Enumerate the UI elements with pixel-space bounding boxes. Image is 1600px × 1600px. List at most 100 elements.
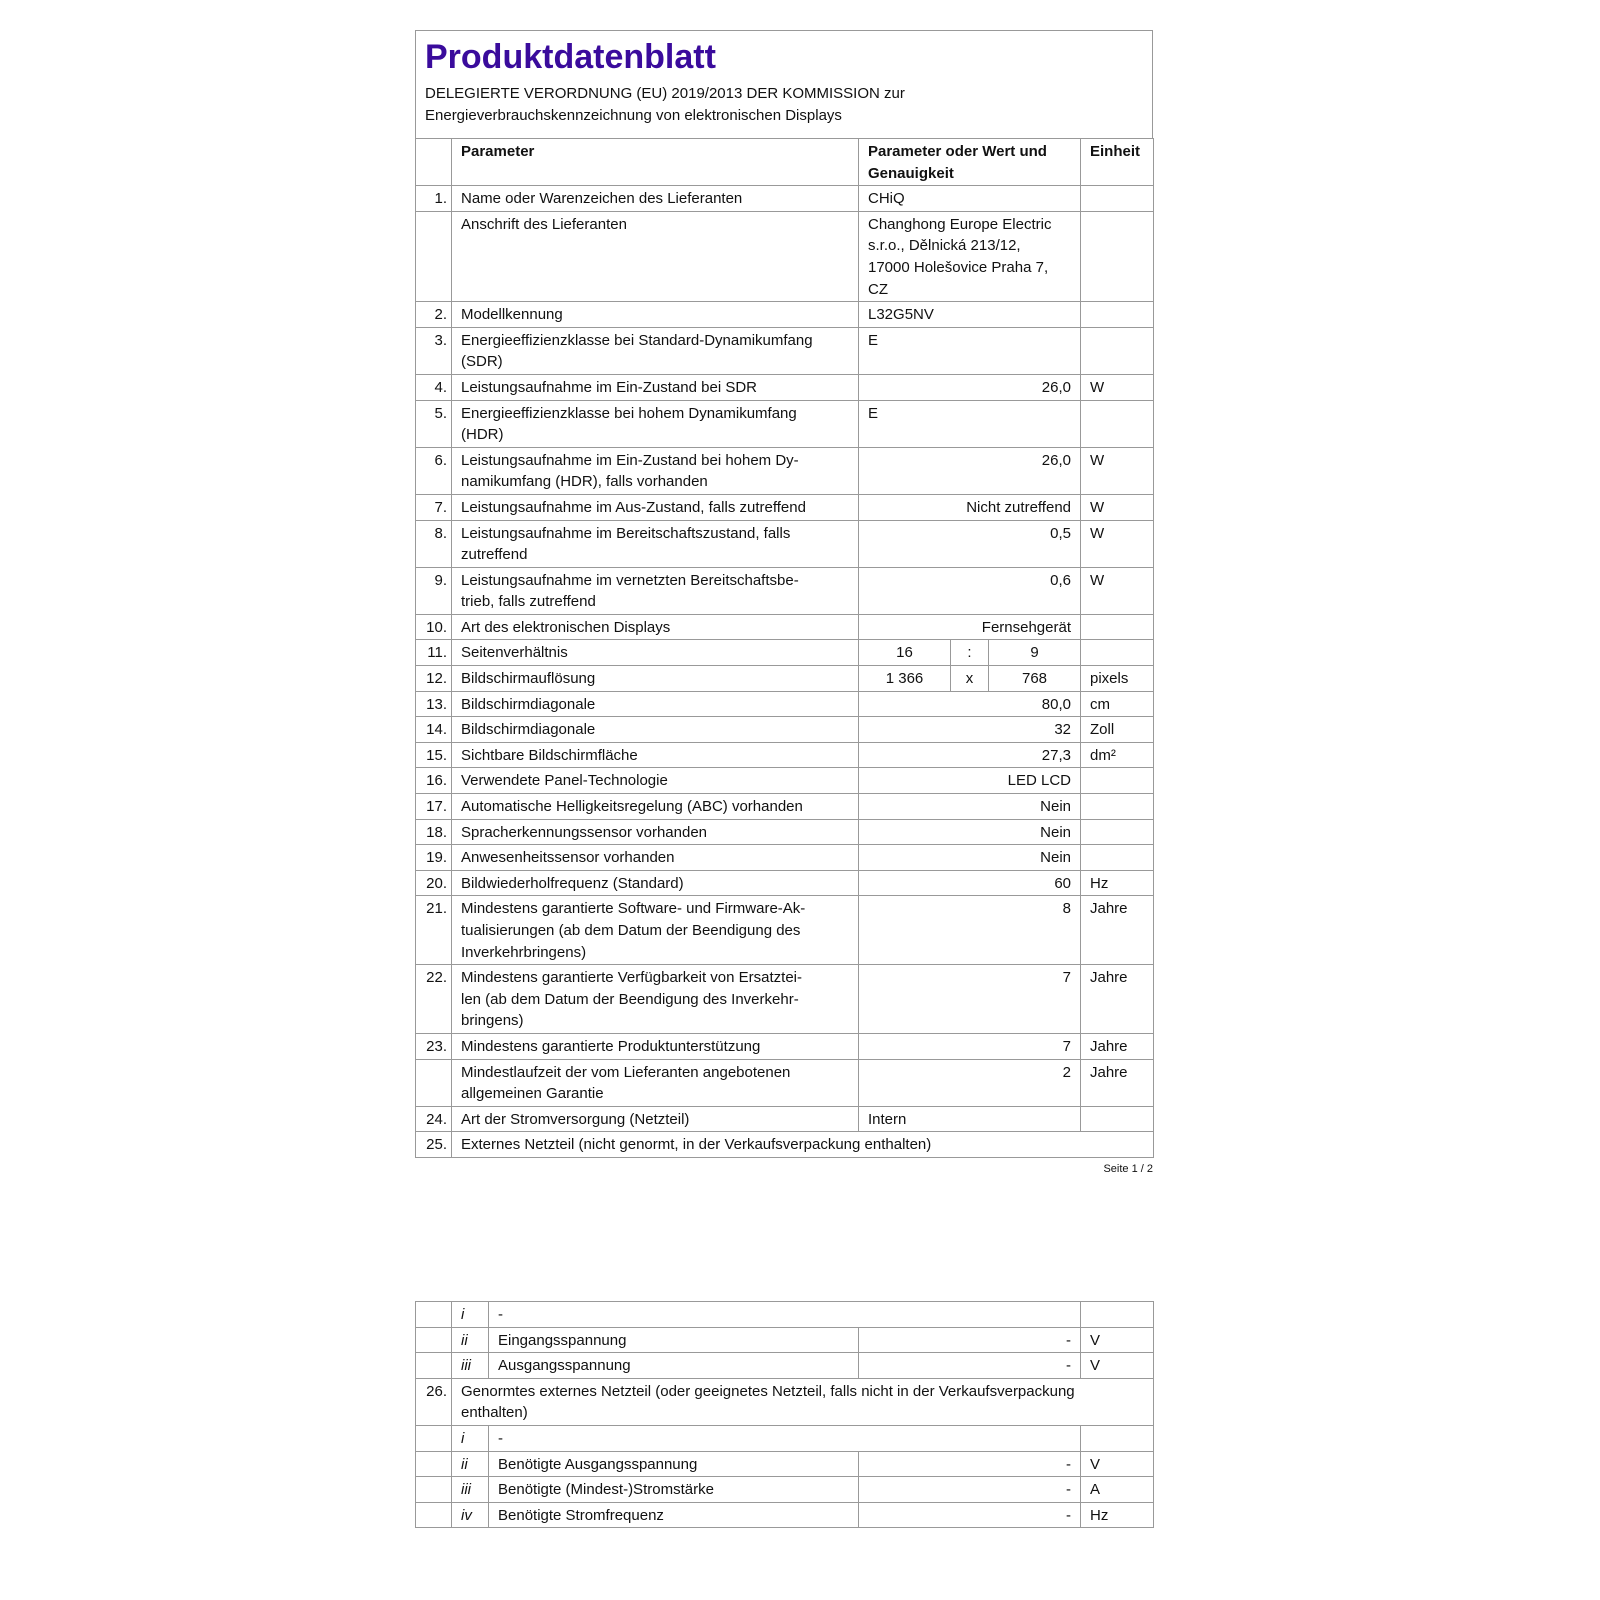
unit-cell: W xyxy=(1080,493,1154,521)
parameter-cell: Bildschirmauflösung xyxy=(451,665,859,692)
unit-cell: W xyxy=(1080,446,1154,495)
sub-item-number: iii xyxy=(451,1476,489,1503)
page-1: Produktdatenblatt DELEGIERTE VERORDNUNG … xyxy=(415,30,1154,1158)
parameter-cell: Bildwiederholfrequenz (Standard) xyxy=(451,869,859,897)
row-number: 2. xyxy=(415,301,452,328)
table-row: 17. Automatische Helligkeitsregelung (ABC… xyxy=(415,793,1154,820)
value-cell: 60 xyxy=(858,869,1081,897)
unit-cell xyxy=(1080,210,1154,303)
parameter-cell: Externes Netzteil (nicht genormt, in der… xyxy=(451,1131,1154,1158)
unit-cell: Jahre xyxy=(1080,1058,1154,1107)
unit-cell: Hz xyxy=(1080,1501,1154,1529)
table-row: 25. Externes Netzteil (nicht genormt, in … xyxy=(415,1131,1154,1158)
table-row: i- xyxy=(415,1424,1154,1452)
unit-cell: Hz xyxy=(1080,869,1154,897)
row-number: 22. xyxy=(415,964,452,1034)
parameter-cell: Benötigte (Mindest-)Stromstärke xyxy=(488,1476,859,1503)
header-unit: Einheit xyxy=(1080,137,1154,187)
document-title: Produktdatenblatt xyxy=(425,38,716,76)
table-row: 12. Bildschirmauflösung 1 366 x 768 pixels xyxy=(415,665,1154,692)
document-header: Produktdatenblatt DELEGIERTE VERORDNUNG … xyxy=(415,30,1153,138)
row-number xyxy=(415,1058,452,1107)
parameter-cell: Benötigte Ausgangsspannung xyxy=(488,1450,859,1478)
header-parameter: Parameter xyxy=(451,137,859,187)
subtitle-line: Energieverbrauchskennzeichnung von elekt… xyxy=(425,107,842,124)
table-row: 3. Energieeffizienzklasse bei Standard-Dy… xyxy=(415,326,1154,375)
row-number: 4. xyxy=(415,373,452,401)
table-row: 24. Art der Stromversorgung (Netzteil) Int… xyxy=(415,1105,1154,1133)
table-row: 14. Bildschirmdiagonale 32 Zoll xyxy=(415,716,1154,743)
unit-cell: W xyxy=(1080,519,1154,568)
value-cell: 0,6 xyxy=(858,566,1081,615)
row-number: 24. xyxy=(415,1105,452,1133)
value-cell: L32G5NV xyxy=(858,301,1081,328)
value-cell: - xyxy=(858,1352,1081,1379)
parameter-cell: Energieeffizienzklasse bei hohem Dynamik… xyxy=(451,399,859,448)
table-row: 4. Leistungsaufnahme im Ein-Zustand bei S… xyxy=(415,373,1154,401)
row-number: 15. xyxy=(415,741,452,769)
row-number: 1. xyxy=(415,185,452,212)
parameter-cell: Mindestlaufzeit der vom Lieferanten ange… xyxy=(451,1058,859,1107)
unit-cell xyxy=(1080,185,1154,212)
parameter-cell: Seitenverhältnis xyxy=(451,639,859,667)
sub-item-number: ii xyxy=(451,1326,489,1354)
value-cell: 8 xyxy=(858,895,1081,966)
table-row: 1. Name oder Warenzeichen des Lieferanten… xyxy=(415,185,1154,212)
unit-cell: V xyxy=(1080,1450,1154,1478)
row-number: 12. xyxy=(415,665,452,692)
unit-cell: W xyxy=(1080,373,1154,401)
unit-cell: pixels xyxy=(1080,665,1154,692)
table-row: 2. Modellkennung L32G5NV xyxy=(415,301,1154,328)
row-number: 7. xyxy=(415,493,452,521)
value-cell-second: 9 xyxy=(988,639,1081,667)
table-row: iii Benötigte (Mindest-)Stromstärke - A xyxy=(415,1476,1154,1503)
value-cell: 80,0 xyxy=(858,690,1081,718)
unit-cell xyxy=(1080,399,1154,448)
table-row: i- xyxy=(415,1301,1154,1328)
row-number: 6. xyxy=(415,446,452,495)
table-row: ii Eingangsspannung - V xyxy=(415,1326,1154,1354)
unit-cell xyxy=(1080,767,1154,795)
table-row: 26. Genormtes externes Netzteil (oder gee… xyxy=(415,1377,1154,1426)
unit-cell: Zoll xyxy=(1080,716,1154,743)
value-cell-second: 768 xyxy=(988,665,1081,692)
unit-cell: V xyxy=(1080,1326,1154,1354)
table-row: Mindestlaufzeit der vom Lieferanten ange… xyxy=(415,1058,1154,1107)
unit-cell: W xyxy=(1080,566,1154,615)
document-subtitle: DELEGIERTE VERORDNUNG (EU) 2019/2013 DER… xyxy=(425,83,1143,127)
table-row: 11. Seitenverhältnis 16:9 xyxy=(415,639,1154,667)
value-cell-first: 16 xyxy=(858,639,951,667)
unit-cell xyxy=(1080,1301,1154,1328)
unit-cell: Jahre xyxy=(1080,964,1154,1034)
value-cell: LED LCD xyxy=(858,767,1081,795)
table-header-row: Parameter Parameter oder Wert und Genaui… xyxy=(415,137,1154,187)
unit-cell: A xyxy=(1080,1476,1154,1503)
parameter-cell: Verwendete Panel-Technologie xyxy=(451,767,859,795)
parameter-cell: - xyxy=(488,1424,1081,1452)
value-cell: 2 xyxy=(858,1058,1081,1107)
parameter-cell: Benötigte Stromfrequenz xyxy=(488,1501,859,1529)
parameter-table: Parameter Parameter oder Wert und Genaui… xyxy=(415,137,1154,1158)
table-row: 5. Energieeffizienzklasse bei hohem Dynam… xyxy=(415,399,1154,448)
parameter-cell: Genormtes externes Netzteil (oder geeign… xyxy=(451,1377,1154,1426)
page-number: Seite 1 / 2 xyxy=(1103,1163,1153,1175)
table-row: iv Benötigte Stromfrequenz - Hz xyxy=(415,1501,1154,1529)
value-separator: x xyxy=(950,665,989,692)
value-cell: E xyxy=(858,399,1081,448)
sub-item-number: iii xyxy=(451,1352,489,1379)
header-value: Parameter oder Wert und Genauigkeit xyxy=(858,137,1081,187)
row-number xyxy=(415,1352,452,1379)
unit-cell: cm xyxy=(1080,690,1154,718)
parameter-cell: Mindestens garantierte Produktunterstütz… xyxy=(451,1032,859,1060)
table-row: 8. Leistungsaufnahme im Bereitschaftszust… xyxy=(415,519,1154,568)
value-cell: 26,0 xyxy=(858,373,1081,401)
unit-cell: V xyxy=(1080,1352,1154,1379)
sub-item-number: i xyxy=(451,1424,489,1452)
table-row: 6. Leistungsaufnahme im Ein-Zustand bei h… xyxy=(415,446,1154,495)
value-cell: CHiQ xyxy=(858,185,1081,212)
parameter-cell: Sichtbare Bildschirmfläche xyxy=(451,741,859,769)
parameter-cell: Energieeffizienzklasse bei Standard-Dyna… xyxy=(451,326,859,375)
row-number xyxy=(415,1424,452,1452)
parameter-cell: Art des elektronischen Displays xyxy=(451,613,859,641)
